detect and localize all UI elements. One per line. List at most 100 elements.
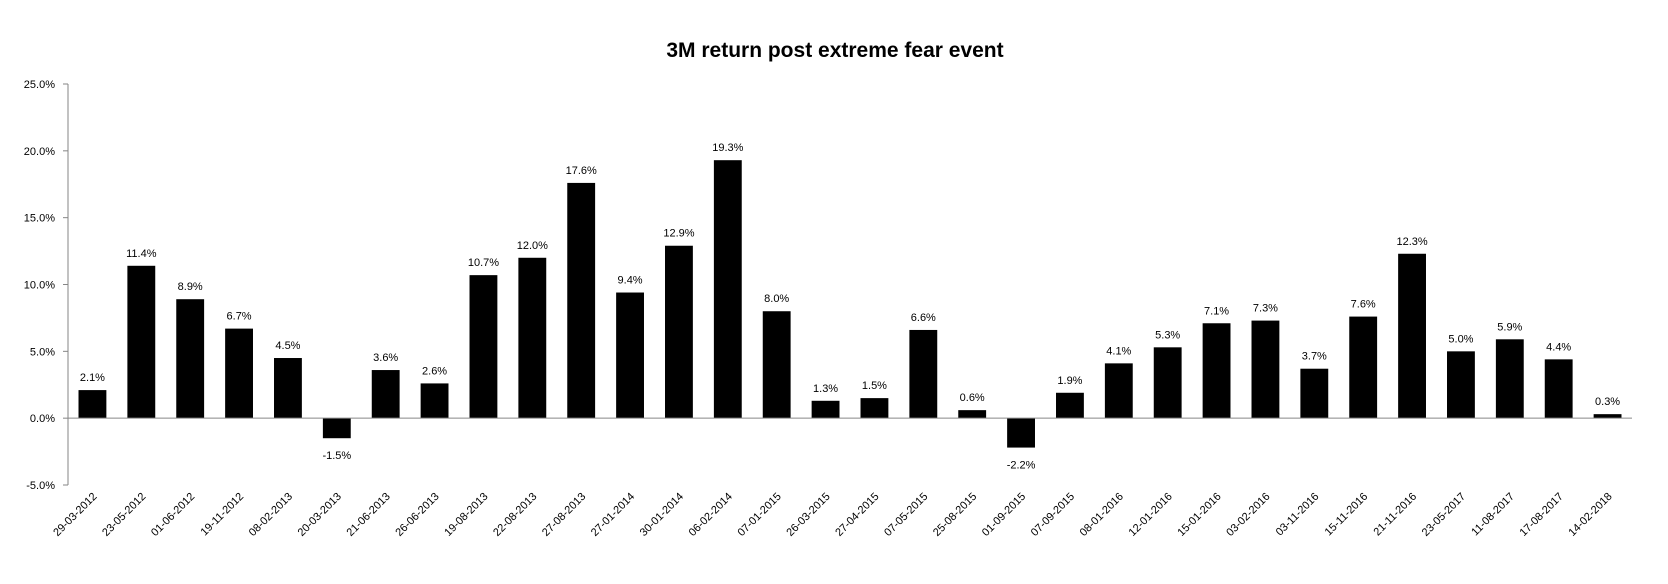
data-label: 12.3%: [1396, 236, 1427, 248]
x-tick-label: 19-11-2012: [198, 491, 246, 539]
data-label: 19.3%: [712, 142, 743, 154]
bar: [811, 400, 840, 419]
data-label: 8.0%: [764, 293, 789, 305]
x-tick-label: 30-01-2014: [638, 491, 686, 539]
y-tick-label: 15.0%: [24, 213, 55, 225]
data-label: 4.5%: [275, 340, 300, 352]
x-tick-label: 22-08-2013: [491, 491, 539, 539]
bar: [909, 329, 938, 419]
bar: [1251, 320, 1280, 419]
x-axis-ticks: 29-03-2012 23-05-2012 01-06-2012 19-11-2012…: [51, 491, 1614, 539]
data-label: 17.6%: [566, 165, 597, 177]
bar: [1007, 418, 1035, 448]
x-tick-label: 15-01-2016: [1175, 491, 1223, 539]
x-tick-label: 25-08-2015: [931, 491, 979, 539]
y-tick-label: 20.0%: [24, 146, 55, 158]
x-tick-label: 07-01-2015: [736, 491, 784, 539]
bar: [1153, 347, 1182, 419]
bar: [860, 398, 889, 419]
x-tick-label: 17-08-2017: [1518, 491, 1566, 539]
data-label: 9.4%: [618, 275, 643, 287]
x-tick-label: 07-05-2015: [882, 491, 930, 539]
x-tick-label: 27-08-2013: [540, 491, 588, 539]
data-label: 5.9%: [1497, 321, 1522, 333]
x-tick-label: 07-09-2015: [1029, 491, 1077, 539]
data-label: 8.9%: [178, 281, 203, 293]
data-label: 6.6%: [911, 312, 936, 324]
bar: [371, 370, 400, 419]
x-tick-label: 21-06-2013: [345, 491, 393, 539]
bar: [1447, 351, 1475, 419]
bar: [1544, 359, 1573, 419]
data-label: 4.1%: [1106, 345, 1131, 357]
y-tick-label: 0.0%: [30, 413, 55, 425]
data-labels: 2.1% 11.4% 8.9% 6.7% 4.5% -1.5% 3.6% 2.6% 10.7% 1…: [80, 142, 1620, 471]
x-tick-label: 15-11-2016: [1323, 491, 1371, 539]
data-label: 1.9%: [1057, 375, 1082, 387]
x-tick-label: 26-03-2015: [784, 491, 832, 539]
bar: [958, 410, 987, 419]
data-label: 0.3%: [1595, 396, 1620, 408]
bar: [1104, 363, 1133, 419]
bar: [322, 418, 351, 439]
x-tick-label: 12-01-2016: [1127, 491, 1175, 539]
bar: [518, 257, 547, 419]
bar-series: [78, 160, 1622, 448]
bar: [1349, 316, 1378, 419]
x-tick-label: 08-02-2013: [247, 491, 295, 539]
data-label: 10.7%: [468, 257, 499, 269]
bar: [274, 358, 302, 419]
bar: [616, 292, 644, 419]
data-label: 11.4%: [126, 248, 157, 260]
data-label: 7.3%: [1253, 303, 1278, 315]
x-tick-label: 11-08-2017: [1469, 491, 1517, 539]
data-label: 12.9%: [663, 228, 694, 240]
bar: [1398, 253, 1426, 419]
data-label: -1.5%: [322, 450, 351, 462]
bar: [420, 383, 449, 419]
data-label: 5.0%: [1448, 333, 1473, 345]
bar: [1495, 339, 1524, 419]
x-tick-label: 20-03-2013: [296, 491, 344, 539]
data-label: 3.7%: [1302, 351, 1327, 363]
data-label: 0.6%: [960, 392, 985, 404]
data-label: 2.1%: [80, 372, 105, 384]
bar: [1202, 323, 1231, 419]
chart-title: 3M return post extreme fear event: [666, 39, 1003, 62]
x-tick-label: 03-02-2016: [1224, 491, 1272, 539]
x-tick-label: 01-09-2015: [980, 491, 1028, 539]
data-label: 3.6%: [373, 352, 398, 364]
y-tick-label: 5.0%: [30, 346, 55, 358]
data-label: 6.7%: [227, 311, 252, 323]
bar: [1593, 414, 1622, 419]
data-label: 7.1%: [1204, 305, 1229, 317]
x-tick-label: 21-11-2016: [1371, 491, 1419, 539]
y-axis-ticks: -5.0% 0.0% 5.0% 10.0% 15.0% 20.0% 25.0%: [24, 79, 68, 492]
data-label: 1.3%: [813, 383, 838, 395]
x-tick-label: 23-05-2017: [1420, 491, 1468, 539]
x-tick-label: 29-03-2012: [51, 491, 99, 539]
data-label: 2.6%: [422, 365, 447, 377]
bar: [567, 182, 596, 419]
x-tick-label: 19-08-2013: [442, 491, 490, 539]
bar: [665, 245, 693, 419]
data-label: 1.5%: [862, 380, 887, 392]
x-tick-label: 23-05-2012: [100, 491, 148, 539]
y-tick-label: 10.0%: [24, 280, 55, 292]
y-tick-label: -5.0%: [26, 480, 55, 492]
bar: [1056, 392, 1084, 419]
x-tick-label: 27-04-2015: [833, 491, 881, 539]
bar: [762, 311, 791, 419]
bar: [176, 299, 205, 419]
x-tick-label: 14-02-2018: [1566, 491, 1614, 539]
bar: [78, 390, 107, 419]
data-label: 12.0%: [517, 240, 548, 252]
data-label: 4.4%: [1546, 341, 1571, 353]
data-label: 5.3%: [1155, 329, 1180, 341]
x-tick-label: 27-01-2014: [589, 491, 637, 539]
x-tick-label: 03-11-2016: [1274, 491, 1322, 539]
data-label: -2.2%: [1007, 460, 1036, 472]
bar: [225, 328, 253, 419]
data-label: 7.6%: [1351, 299, 1376, 311]
